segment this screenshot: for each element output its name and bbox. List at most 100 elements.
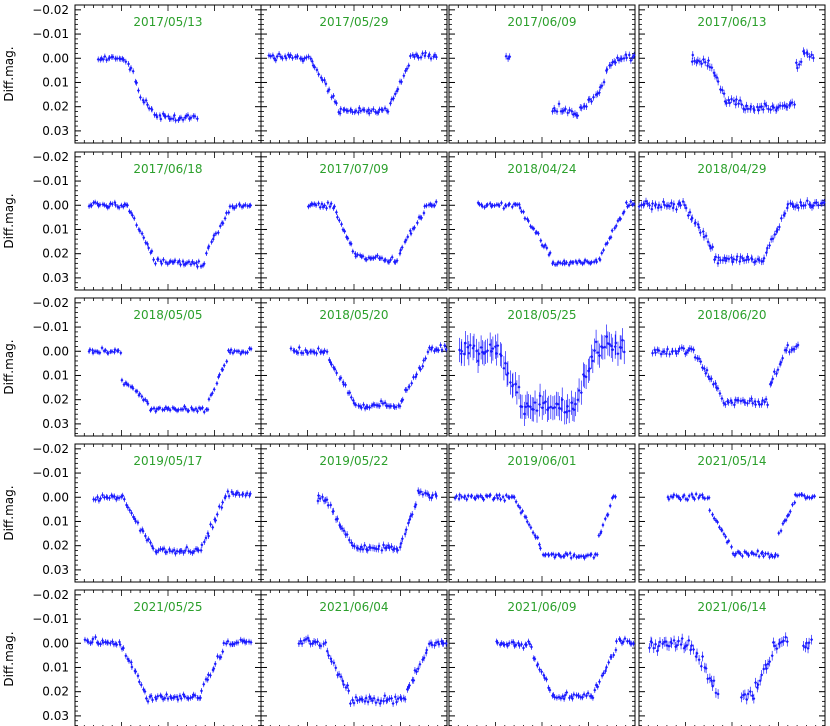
data-point bbox=[208, 673, 212, 678]
data-point bbox=[539, 238, 543, 243]
data-point bbox=[467, 351, 471, 356]
data-point bbox=[324, 82, 328, 86]
data-point bbox=[562, 259, 566, 263]
data-point bbox=[776, 553, 780, 558]
data-point bbox=[221, 367, 225, 372]
data-point bbox=[197, 548, 201, 553]
data-point bbox=[594, 340, 598, 344]
data-point bbox=[408, 517, 412, 522]
data-point bbox=[103, 54, 107, 59]
y-tick-label: −0.01 bbox=[32, 174, 69, 188]
data-point bbox=[768, 243, 772, 248]
data-point bbox=[367, 111, 371, 116]
data-point bbox=[105, 58, 109, 62]
data-point bbox=[293, 55, 297, 59]
data-point bbox=[574, 259, 578, 264]
data-point bbox=[766, 107, 770, 111]
data-point bbox=[195, 264, 199, 269]
data-point bbox=[216, 230, 220, 235]
data-point bbox=[704, 234, 708, 238]
data-point bbox=[189, 405, 193, 410]
data-point bbox=[427, 203, 431, 207]
data-point bbox=[241, 492, 245, 496]
data-point bbox=[811, 203, 815, 208]
data-point bbox=[111, 55, 115, 59]
data-point bbox=[813, 201, 817, 205]
data-point bbox=[572, 407, 576, 412]
data-point bbox=[737, 101, 741, 106]
data-point bbox=[695, 356, 699, 361]
data-point bbox=[164, 260, 168, 265]
data-point bbox=[675, 493, 679, 498]
data-point bbox=[117, 496, 121, 500]
data-point bbox=[102, 495, 106, 500]
data-point bbox=[194, 406, 198, 411]
data-point bbox=[789, 201, 793, 206]
data-point bbox=[348, 701, 352, 706]
data-point bbox=[562, 554, 566, 559]
data-point bbox=[544, 552, 548, 557]
data-point bbox=[609, 344, 613, 348]
data-point bbox=[669, 201, 673, 205]
data-point bbox=[622, 209, 626, 214]
data-point bbox=[754, 259, 758, 264]
data-point bbox=[560, 397, 564, 402]
data-point bbox=[289, 346, 293, 351]
data-point bbox=[390, 255, 394, 260]
data-point bbox=[531, 530, 535, 535]
data-point bbox=[408, 683, 412, 688]
data-point bbox=[669, 494, 673, 499]
data-point bbox=[389, 404, 393, 408]
data-point bbox=[225, 359, 229, 364]
data-point bbox=[108, 641, 112, 646]
data-point bbox=[337, 218, 341, 223]
data-point bbox=[686, 348, 690, 353]
data-point bbox=[177, 259, 181, 263]
data-point bbox=[417, 55, 421, 60]
data-point bbox=[371, 107, 375, 111]
data-point bbox=[198, 696, 202, 700]
data-point bbox=[536, 231, 540, 236]
data-point bbox=[799, 203, 803, 208]
data-point bbox=[718, 391, 722, 396]
data-point bbox=[718, 258, 722, 262]
data-point bbox=[166, 696, 170, 701]
data-point bbox=[668, 352, 672, 356]
data-point bbox=[424, 356, 428, 361]
data-point bbox=[768, 382, 772, 386]
data-point bbox=[588, 261, 592, 266]
data-point bbox=[558, 261, 562, 265]
data-point bbox=[440, 348, 444, 352]
data-point bbox=[677, 346, 681, 351]
data-point bbox=[393, 92, 397, 96]
data-point bbox=[295, 350, 299, 354]
data-point bbox=[506, 371, 510, 376]
data-point bbox=[666, 347, 670, 351]
data-point bbox=[510, 205, 514, 209]
data-point bbox=[138, 229, 142, 233]
data-point bbox=[202, 410, 206, 414]
data-point bbox=[100, 56, 104, 61]
data-point bbox=[453, 496, 457, 501]
data-point bbox=[322, 499, 326, 503]
data-point bbox=[761, 259, 765, 264]
data-point bbox=[151, 546, 155, 551]
data-point bbox=[200, 405, 204, 410]
data-point bbox=[567, 409, 571, 413]
data-point bbox=[166, 262, 170, 266]
data-point bbox=[373, 255, 377, 260]
data-point bbox=[600, 83, 604, 88]
data-point bbox=[522, 412, 526, 416]
data-point bbox=[722, 532, 726, 536]
data-point bbox=[344, 685, 348, 690]
data-point bbox=[412, 678, 416, 683]
data-point bbox=[710, 65, 714, 70]
data-point bbox=[127, 62, 131, 66]
data-point bbox=[433, 643, 437, 648]
data-point bbox=[714, 381, 718, 386]
data-point bbox=[400, 537, 404, 541]
data-point bbox=[412, 225, 416, 230]
data-point bbox=[388, 101, 392, 106]
data-point bbox=[772, 105, 776, 110]
data-point bbox=[192, 408, 196, 412]
